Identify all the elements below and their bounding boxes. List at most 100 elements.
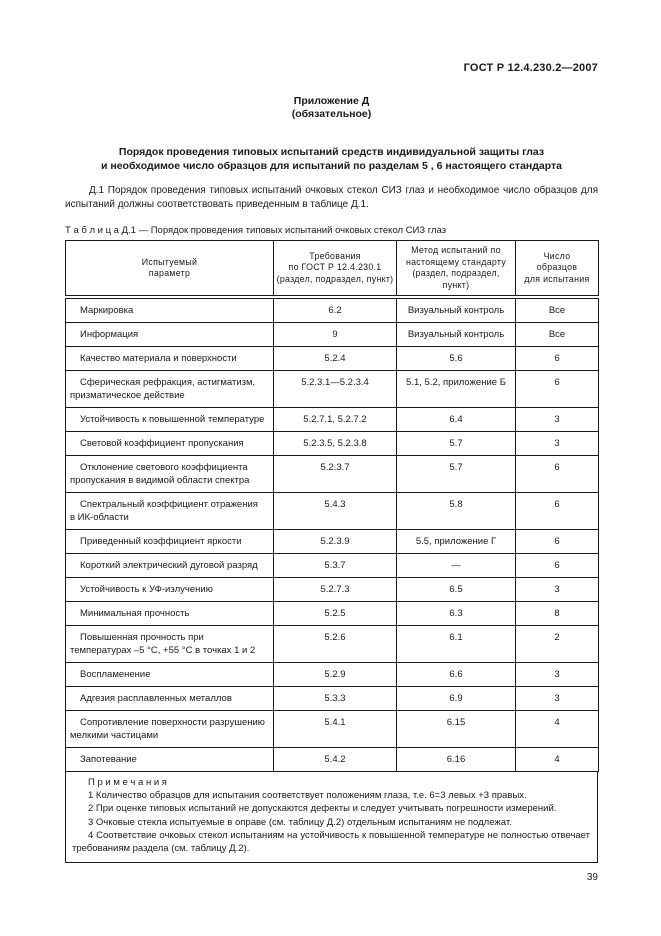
table-row: Устойчивость к повышенной температуре 5.2… <box>65 407 599 432</box>
requirement-cell: 5.2.5 <box>273 601 397 626</box>
param-cell: Повышенная прочность при температурах –5… <box>65 625 274 663</box>
note-item: 3 Очковые стекла испытуемые в оправе (см… <box>88 816 512 828</box>
page-number: 39 <box>586 872 598 884</box>
requirement-cell: 5.2.3.9 <box>273 529 397 554</box>
table-row: Короткий электрический дуговой разряд 5.3… <box>65 553 599 578</box>
appendix-subtitle: (обязательное) <box>291 108 372 120</box>
method-cell: 6.4 <box>396 407 516 432</box>
method-cell: 5.8 <box>396 492 516 530</box>
method-cell: 6.1 <box>396 625 516 663</box>
requirement-cell: 5.3.3 <box>273 686 397 711</box>
tests-table: Испытуемый параметр Требования по ГОСТ Р 12… <box>65 240 599 772</box>
table-caption: Т а б л и ц а Д.1 — Порядок проведения т… <box>65 225 447 236</box>
count-cell: 6 <box>515 455 599 493</box>
table-row: Устойчивость к УФ-излучению 5.2.7.3 6.5 3 <box>65 577 599 602</box>
table-row: Маркировка 6.2 Визуальный контроль Все <box>65 296 599 323</box>
table-row: Адгезия расплавленных металлов 5.3.3 6.9 3 <box>65 686 599 711</box>
param-cell: Устойчивость к УФ-излучению <box>65 577 274 602</box>
table-header-row: Испытуемый параметр Требования по ГОСТ Р 12… <box>65 240 599 299</box>
table-row: Отклонение светового коэффициента пропус… <box>65 455 599 493</box>
note-item: 2 При оценке типовых испытаний не допуск… <box>88 803 557 815</box>
method-cell: 5.6 <box>396 346 516 371</box>
requirement-cell: 5.4.3 <box>273 492 397 530</box>
count-cell: 6 <box>515 529 599 554</box>
requirement-cell: 5.2.7.1, 5.2.7.2 <box>273 407 397 432</box>
param-cell: Адгезия расплавленных металлов <box>65 686 274 711</box>
count-cell: 4 <box>515 747 599 772</box>
column-header: Испытуемый параметр <box>65 240 274 299</box>
count-cell: 6 <box>515 370 599 408</box>
param-cell: Сферическая рефракция, астигматизм, приз… <box>65 370 274 408</box>
table-row: Информация 9 Визуальный контроль Все <box>65 322 599 347</box>
param-cell: Запотевание <box>65 747 274 772</box>
param-cell: Отклонение светового коэффициента пропус… <box>65 455 274 493</box>
document-title-line2: и необходимое число образцов для испытан… <box>100 159 563 172</box>
requirement-cell: 5.2.9 <box>273 662 397 687</box>
requirement-cell: 5.4.2 <box>273 747 397 772</box>
requirement-cell: 6.2 <box>273 296 397 323</box>
notes-list: 1 Количество образцов для испытания соот… <box>72 789 590 855</box>
count-cell: 3 <box>515 662 599 687</box>
count-cell: Все <box>515 296 599 323</box>
method-cell: Визуальный контроль <box>396 322 516 347</box>
param-cell: Качество материала и поверхности <box>65 346 274 371</box>
standard-number: ГОСТ Р 12.4.230.2—2007 <box>463 62 598 74</box>
count-cell: 3 <box>515 407 599 432</box>
page-content: ГОСТ Р 12.4.230.2—2007 Приложение Д (обя… <box>65 0 599 884</box>
method-cell: 6.5 <box>396 577 516 602</box>
table-row: Воспламенение 5.2.9 6.6 3 <box>65 662 599 687</box>
notes-box: П р и м е ч а н и я 1 Количество образцо… <box>65 772 598 864</box>
method-cell: 6.3 <box>396 601 516 626</box>
method-cell: 5.7 <box>396 431 516 456</box>
method-cell: 6.15 <box>396 710 516 748</box>
method-cell: 5.7 <box>396 455 516 493</box>
method-cell: 6.6 <box>396 662 516 687</box>
table-row: Минимальная прочность 5.2.5 6.3 8 <box>65 601 599 626</box>
count-cell: 6 <box>515 346 599 371</box>
note-item: 1 Количество образцов для испытания соот… <box>88 790 527 802</box>
param-cell: Сопротивление поверхности разрушению мел… <box>65 710 274 748</box>
count-cell: Все <box>515 322 599 347</box>
table-row: Сферическая рефракция, астигматизм, приз… <box>65 370 599 408</box>
param-cell: Короткий электрический дуговой разряд <box>65 553 274 578</box>
count-cell: 8 <box>515 601 599 626</box>
method-cell: 5.5, приложение Г <box>396 529 516 554</box>
appendix-title: Приложение Д <box>293 95 370 107</box>
notes-title: П р и м е ч а н и я <box>88 777 167 788</box>
intro-paragraph: Д.1 Порядок проведения типовых испытаний… <box>65 185 598 210</box>
count-cell: 3 <box>515 686 599 711</box>
column-header: Требования по ГОСТ Р 12.4.230.1 (раздел, п… <box>273 240 397 299</box>
count-cell: 4 <box>515 710 599 748</box>
method-cell: Визуальный контроль <box>396 296 516 323</box>
method-cell: 6.9 <box>396 686 516 711</box>
count-cell: 6 <box>515 553 599 578</box>
requirement-cell: 5.2.4 <box>273 346 397 371</box>
table-row: Качество материала и поверхности 5.2.4 5.6… <box>65 346 599 371</box>
table-row: Запотевание 5.4.2 6.16 4 <box>65 747 599 772</box>
document-title-line1: Порядок проведения типовых испытаний сре… <box>118 146 545 158</box>
requirement-cell: 5.4.1 <box>273 710 397 748</box>
table-row: Сопротивление поверхности разрушению мел… <box>65 710 599 748</box>
param-cell: Устойчивость к повышенной температуре <box>65 407 274 432</box>
column-header: Число образцов для испытания <box>515 240 599 299</box>
param-cell: Минимальная прочность <box>65 601 274 626</box>
method-cell: — <box>396 553 516 578</box>
requirement-cell: 5.2.3.5, 5.2.3.8 <box>273 431 397 456</box>
param-cell: Спектральный коэффициент отражения в ИК-… <box>65 492 274 530</box>
table-header: Испытуемый параметр Требования по ГОСТ Р 12… <box>65 240 599 299</box>
param-cell: Воспламенение <box>65 662 274 687</box>
param-cell: Информация <box>65 322 274 347</box>
requirement-cell: 5.2.7.3 <box>273 577 397 602</box>
table-row: Повышенная прочность при температурах –5… <box>65 625 599 663</box>
requirement-cell: 5.2.6 <box>273 625 397 663</box>
table-row: Приведенный коэффициент яркости 5.2.3.9 5.… <box>65 529 599 554</box>
table-body: Маркировка 6.2 Визуальный контроль Все Инфор… <box>65 296 599 772</box>
column-header: Метод испытаний по настоящему стандарту (р… <box>396 240 516 299</box>
method-cell: 5.1, 5.2, приложение Б <box>396 370 516 408</box>
param-cell: Световой коэффициент пропускания <box>65 431 274 456</box>
requirement-cell: 5.3.7 <box>273 553 397 578</box>
count-cell: 3 <box>515 577 599 602</box>
table-row: Световой коэффициент пропускания 5.2.3.5,… <box>65 431 599 456</box>
requirement-cell: 5.2.3.1—5.2.3.4 <box>273 370 397 408</box>
